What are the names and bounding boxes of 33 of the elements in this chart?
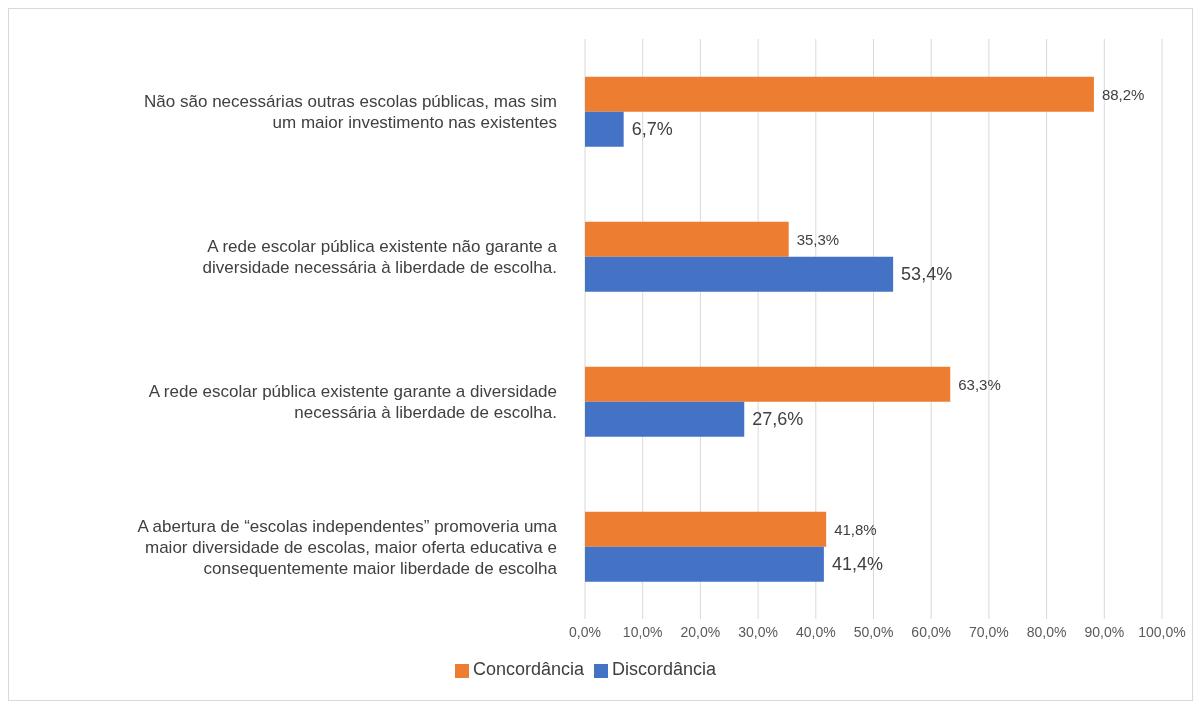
data-label: 35,3% <box>796 230 840 248</box>
x-tick-label: 70,0% <box>969 623 1009 640</box>
x-tick-label: 40,0% <box>795 623 836 640</box>
x-tick-label: 0,0% <box>569 623 601 640</box>
x-tick-label: 100,0% <box>1138 623 1186 640</box>
x-tick-label: 80,0% <box>1026 623 1067 640</box>
legend-label: Discordância <box>612 659 717 679</box>
data-label: 27,6% <box>752 409 804 430</box>
x-tick-label: 90,0% <box>1084 623 1125 640</box>
bar <box>585 366 951 402</box>
x-tick-label: 30,0% <box>738 623 778 640</box>
data-label: 63,3% <box>958 375 1001 393</box>
data-label: 53,4% <box>901 264 953 285</box>
bar <box>585 546 824 582</box>
bar <box>585 111 624 147</box>
y-tick-label: A rede escolar pública existente garante a diversidade necessária à liberdade de escolha. <box>148 381 557 422</box>
data-label: 6,7% <box>631 119 673 140</box>
x-tick-label: 10,0% <box>622 623 663 640</box>
legend-label: Concordância <box>472 659 585 679</box>
bar <box>585 221 789 257</box>
bar <box>585 511 827 547</box>
data-label: 88,2% <box>1101 85 1145 103</box>
bar <box>585 76 1094 112</box>
y-tick-label: Não são necessárias outras escolas públicas, mas sim um maior investimento nas existentes <box>144 91 557 132</box>
data-label: 41,8% <box>834 520 877 538</box>
y-tick-label: A abertura de “escolas independentes” promoveria uma maior diversidade de escolas, maior oferta educativa e consequentemente maior liberdade de escolha <box>137 516 558 577</box>
data-label: 41,4% <box>831 554 883 575</box>
y-tick-label: A rede escolar pública existente não garante a diversidade necessária à liberdade de escolha. <box>202 236 558 277</box>
x-tick-label: 20,0% <box>680 623 721 640</box>
x-tick-label: 60,0% <box>911 623 952 640</box>
bar <box>585 401 745 437</box>
bar <box>585 256 894 292</box>
x-tick-label: 50,0% <box>853 623 894 640</box>
